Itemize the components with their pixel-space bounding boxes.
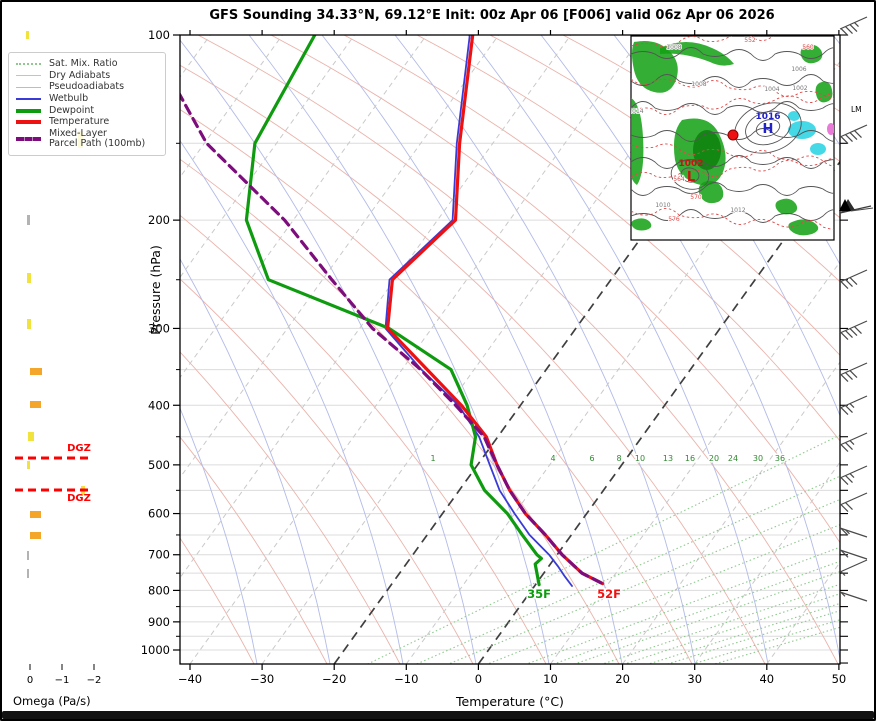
map-high-letter: H xyxy=(763,122,774,137)
svg-text:20: 20 xyxy=(709,454,719,463)
svg-text:10: 10 xyxy=(543,672,558,686)
svg-text:−40: −40 xyxy=(178,672,202,686)
map-low-letter: L xyxy=(687,170,695,185)
svg-text:1014: 1014 xyxy=(628,108,643,115)
svg-text:10: 10 xyxy=(635,454,645,463)
svg-text:16: 16 xyxy=(685,454,695,463)
svg-text:−1: −1 xyxy=(55,675,70,686)
svg-text:800: 800 xyxy=(148,583,170,597)
page-title: GFS Sounding 34.33°N, 69.12°E Init: 00z … xyxy=(209,8,775,23)
svg-text:1010: 1010 xyxy=(655,202,670,209)
svg-text:24: 24 xyxy=(728,454,738,463)
svg-text:400: 400 xyxy=(148,398,170,412)
wind-barbs xyxy=(839,16,874,602)
svg-text:600: 600 xyxy=(148,507,170,521)
pseudoadiabats-line-sample xyxy=(16,87,41,89)
svg-text:1008: 1008 xyxy=(691,81,706,88)
svg-text:4: 4 xyxy=(550,454,555,463)
svg-text:40: 40 xyxy=(759,672,774,686)
svg-text:1: 1 xyxy=(430,454,435,463)
svg-text:−30: −30 xyxy=(250,672,274,686)
dgz-label-upper: DGZ xyxy=(67,443,91,454)
omega-panel: 0 −1 −2 xyxy=(15,31,101,686)
svg-text:900: 900 xyxy=(148,615,170,629)
svg-text:13: 13 xyxy=(663,454,673,463)
dry-adiabats-line-sample xyxy=(16,75,41,77)
svg-text:500: 500 xyxy=(148,458,170,472)
legend-item: Dewpoint xyxy=(16,105,160,117)
svg-text:1002: 1002 xyxy=(792,85,807,92)
dgz-label-lower: DGZ xyxy=(67,493,91,504)
svg-text:1000: 1000 xyxy=(141,643,170,657)
legend: Sat. Mix. Ratio Dry Adiabats Pseudoadiab… xyxy=(8,52,166,156)
legend-item: Mixed-Layer Parcel Path (100mb) xyxy=(16,128,160,150)
svg-text:700: 700 xyxy=(148,548,170,562)
svg-text:−10: −10 xyxy=(394,672,418,686)
svg-text:8: 8 xyxy=(616,454,621,463)
wetbulb-line-sample xyxy=(16,98,41,101)
temperature-axis-label: Temperature (°C) xyxy=(456,694,564,709)
parcel-path-curve xyxy=(180,91,605,586)
legend-item: Dry Adiabats xyxy=(16,70,160,82)
svg-text:20: 20 xyxy=(615,672,630,686)
svg-text:100: 100 xyxy=(148,28,170,42)
svg-text:1008: 1008 xyxy=(666,44,681,51)
sat-mixing-ratio-lines: 1 4 6 8 10 13 16 20 24 30 36 xyxy=(367,434,840,664)
sat-mix-ratio-line-sample xyxy=(16,63,41,66)
plot-border xyxy=(179,34,841,665)
svg-text:0: 0 xyxy=(475,672,482,686)
svg-text:564: 564 xyxy=(673,176,685,183)
parcel-path-line-sample xyxy=(16,137,41,142)
legend-item: Temperature xyxy=(16,116,160,128)
legend-item: Sat. Mix. Ratio xyxy=(16,58,160,70)
svg-text:36: 36 xyxy=(775,454,785,463)
station-location-dot xyxy=(727,129,739,141)
svg-text:570: 570 xyxy=(690,194,702,201)
temperature-curve xyxy=(386,35,605,586)
svg-text:50: 50 xyxy=(832,672,847,686)
wetbulb-curve xyxy=(384,35,573,587)
level-triangle-marker xyxy=(839,199,851,211)
dewpoint-line-sample xyxy=(16,108,41,113)
map-low-value: 1002 xyxy=(678,159,703,169)
svg-text:576: 576 xyxy=(668,216,680,223)
svg-text:6: 6 xyxy=(589,454,594,463)
svg-text:300: 300 xyxy=(148,321,170,335)
svg-text:1006: 1006 xyxy=(791,66,806,73)
svg-text:30: 30 xyxy=(753,454,763,463)
surface-temp-annotation: 35F xyxy=(527,587,551,601)
svg-text:1004: 1004 xyxy=(764,86,779,93)
pressure-axis-label: Pressure (hPa) xyxy=(148,245,163,335)
surface-temp-annotation: 52F xyxy=(597,587,621,601)
svg-text:560: 560 xyxy=(802,44,814,51)
lm-marker-label: LM xyxy=(851,105,862,114)
legend-item: Pseudoadiabats xyxy=(16,82,160,93)
omega-axis-label: Omega (Pa/s) xyxy=(13,694,91,708)
temperature-line-sample xyxy=(16,120,41,125)
map-high-value: 1016 xyxy=(755,112,780,122)
svg-text:30: 30 xyxy=(687,672,702,686)
axis-ticks: −40 −30 −20 −10 0 10 20 30 40 50 100 200 300 400 500 60… xyxy=(141,28,848,686)
inset-weather-map: 1008 1008 1006 1002 1004 1012 1010 1014 564 570 57… xyxy=(628,35,835,241)
svg-text:−20: −20 xyxy=(322,672,346,686)
svg-text:0: 0 xyxy=(27,675,33,686)
svg-text:552: 552 xyxy=(744,37,756,44)
svg-text:−2: −2 xyxy=(87,675,102,686)
legend-item: Wetbulb xyxy=(16,93,160,105)
dewpoint-curve xyxy=(244,35,543,587)
svg-text:1012: 1012 xyxy=(730,207,745,214)
window-bottom-bar xyxy=(2,711,874,719)
svg-text:200: 200 xyxy=(148,213,170,227)
